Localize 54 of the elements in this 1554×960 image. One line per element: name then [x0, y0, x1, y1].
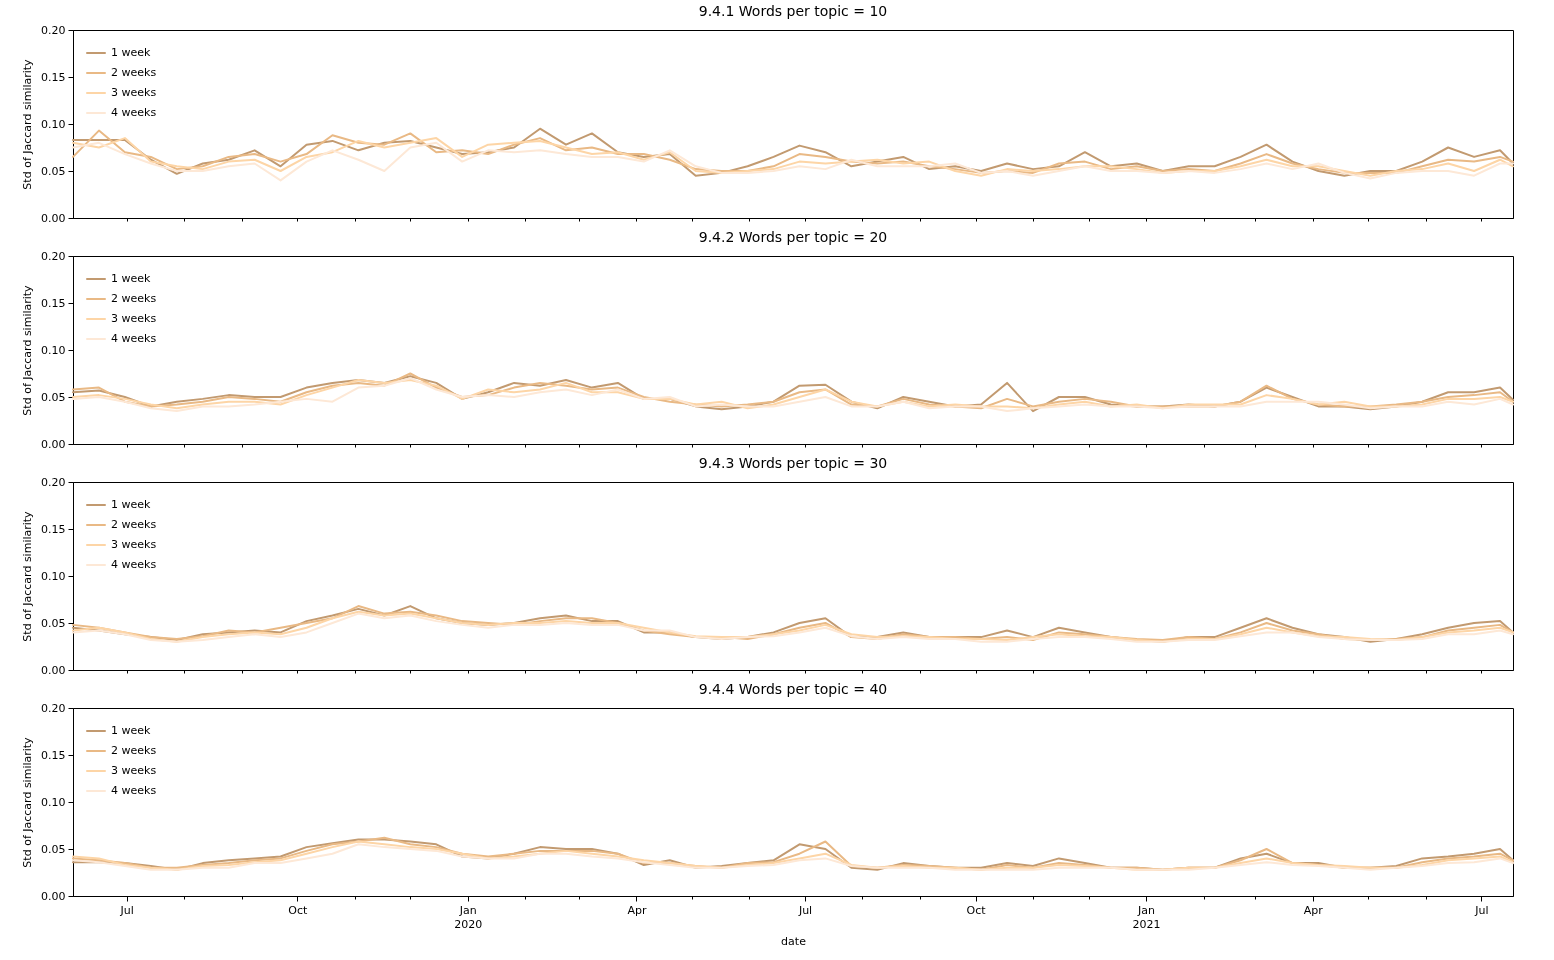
legend-label: 3 weeks — [111, 538, 157, 551]
x-tick-label: Jan 2021 — [1132, 903, 1161, 931]
y-tick-label: 0.15 — [41, 70, 66, 84]
y-tick-label: 0.20 — [41, 249, 66, 263]
x-axis-title: date — [781, 934, 807, 948]
legend-label: 2 weeks — [111, 744, 157, 757]
y-tick-label: 0.20 — [41, 701, 66, 715]
x-tick-label: Jul — [797, 903, 813, 917]
y-tick-label: 0.00 — [41, 889, 66, 903]
y-axis-title: Std of Jaccard similarity — [21, 284, 35, 416]
legend-label: 4 weeks — [111, 106, 157, 119]
x-tick-label: Jan 2020 — [454, 903, 483, 931]
y-axis-title: Std of Jaccard similarity — [21, 510, 35, 642]
y-tick-label: 0.20 — [41, 23, 66, 37]
x-tick-label: Jul — [1474, 903, 1489, 917]
y-axis-title: Std of Jaccard similarity — [21, 58, 35, 190]
x-tick-label: Jul — [119, 903, 134, 917]
y-tick-label: 0.05 — [41, 164, 66, 178]
legend-label: 1 week — [111, 724, 152, 737]
legend-label: 2 weeks — [111, 518, 157, 531]
legend-label: 3 weeks — [111, 764, 157, 777]
y-tick-label: 0.15 — [41, 748, 66, 762]
y-tick-label: 0.15 — [41, 522, 66, 536]
y-axis-title: Std of Jaccard similarity — [21, 736, 35, 868]
legend-label: 3 weeks — [111, 312, 157, 325]
legend-label: 4 weeks — [111, 558, 157, 571]
y-tick-label: 0.10 — [41, 343, 66, 357]
y-tick-label: 0.10 — [41, 569, 66, 583]
y-tick-label: 0.10 — [41, 795, 66, 809]
y-tick-label: 0.00 — [41, 437, 66, 451]
x-tick-label: Oct — [966, 903, 987, 917]
legend-label: 4 weeks — [111, 332, 157, 345]
legend-label: 4 weeks — [111, 784, 157, 797]
legend-label: 1 week — [111, 272, 152, 285]
x-tick-label: Apr — [627, 903, 647, 917]
y-tick-label: 0.05 — [41, 842, 66, 856]
legend-label: 2 weeks — [111, 292, 157, 305]
chart-title: 9.4.3 Words per topic = 30 — [698, 455, 888, 471]
legend-label: 1 week — [111, 46, 152, 59]
y-tick-label: 0.15 — [41, 296, 66, 310]
chart-title: 9.4.4 Words per topic = 40 — [698, 681, 888, 697]
legend-label: 2 weeks — [111, 66, 157, 79]
y-tick-label: 0.10 — [41, 117, 66, 131]
y-tick-label: 0.20 — [41, 475, 66, 489]
x-tick-label: Oct — [288, 903, 308, 917]
y-tick-label: 0.00 — [41, 211, 66, 225]
y-tick-label: 0.05 — [41, 616, 66, 630]
legend-label: 1 week — [111, 498, 152, 511]
y-tick-label: 0.00 — [41, 663, 66, 677]
chart-title: 9.4.2 Words per topic = 20 — [698, 229, 888, 245]
chart-title: 9.4.1 Words per topic = 10 — [698, 3, 888, 19]
x-tick-label: Apr — [1303, 903, 1324, 917]
y-tick-label: 0.05 — [41, 390, 66, 404]
legend-label: 3 weeks — [111, 86, 157, 99]
